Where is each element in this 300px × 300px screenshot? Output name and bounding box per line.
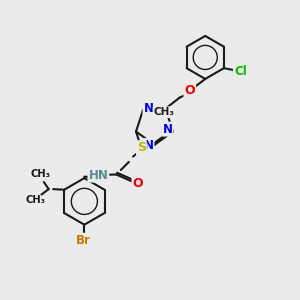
Text: S: S: [137, 141, 146, 154]
Text: Br: Br: [76, 234, 91, 247]
Text: O: O: [184, 84, 195, 97]
Text: CH₃: CH₃: [30, 169, 50, 179]
Text: O: O: [133, 177, 143, 190]
Text: N: N: [163, 123, 172, 136]
Text: CH₃: CH₃: [154, 107, 175, 117]
Text: CH₃: CH₃: [26, 196, 46, 206]
Text: HN: HN: [88, 169, 108, 182]
Text: Cl: Cl: [234, 65, 247, 78]
Text: N: N: [143, 139, 154, 152]
Text: N: N: [143, 101, 153, 115]
